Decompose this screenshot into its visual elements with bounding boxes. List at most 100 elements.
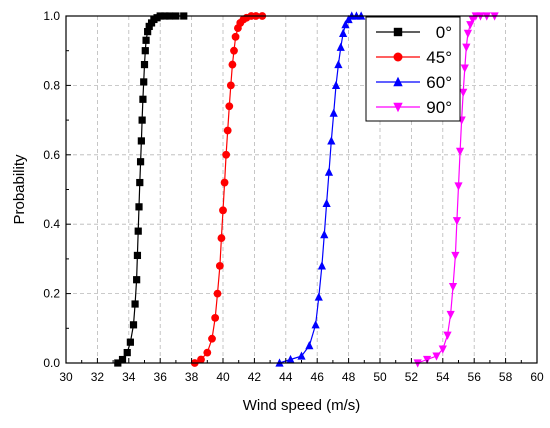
legend-marker [393,52,403,62]
data-point [142,36,150,44]
x-tick-label: 32 [91,370,105,384]
x-tick-label: 30 [59,370,73,384]
data-point [454,182,463,191]
legend-marker [393,76,403,87]
data-point [208,334,216,343]
x-tick-label: 56 [468,370,482,384]
y-tick-label: 0.4 [43,217,60,231]
data-point [329,108,338,117]
data-point [228,60,237,69]
x-tick-label: 38 [185,370,199,384]
data-point [217,234,226,242]
data-point [123,348,131,357]
data-point [144,28,152,36]
grid-lines [66,16,537,363]
data-point [135,203,143,211]
series-line [117,15,184,364]
data-point [334,59,343,69]
legend: 0° 45° 60° 90° [365,16,461,122]
data-point [286,354,295,364]
series-line [194,15,263,364]
data-point [136,178,144,187]
legend-label: 0° [436,23,452,42]
data-point [452,217,462,226]
legend-item: 0° [376,23,452,42]
data-point [443,331,452,340]
series-2 [275,11,366,367]
data-point [131,300,139,308]
data-point [327,136,336,145]
data-point [140,60,149,69]
legend-item: 90° [376,98,452,117]
legend-marker [393,102,403,113]
data-point [297,351,306,360]
y-tick-label: 0.6 [43,148,60,162]
data-point [226,81,235,90]
x-tick-label: 48 [342,370,356,384]
x-tick-label: 58 [499,370,513,384]
x-tick-label: 34 [122,370,136,384]
data-point [459,88,468,97]
y-tick-label: 0.2 [43,287,60,301]
series-3 [413,12,499,368]
legend-box [365,16,461,122]
data-point [211,313,220,322]
x-tick-label: 40 [216,370,230,384]
data-point [230,46,238,55]
data-point [215,261,224,270]
series-0 [114,12,188,367]
x-tick-label: 54 [436,370,450,384]
data-point [322,198,331,207]
data-point [448,283,458,292]
y-tick-label: 1.0 [43,9,60,23]
data-point [129,321,138,329]
data-point [460,64,469,73]
data-point [341,20,350,29]
data-point [311,320,320,329]
x-tick-label: 46 [311,370,325,384]
data-point [219,206,227,215]
data-point [317,261,327,270]
data-point [223,126,232,135]
legend-label: 45° [426,48,452,67]
x-tick-label: 42 [248,370,262,384]
data-point [133,251,142,260]
series-1 [190,12,267,367]
data-point [231,32,240,41]
data-point [203,348,212,357]
legend-marker [393,27,403,37]
data-point [139,95,147,103]
x-tick-label: 36 [154,370,168,384]
data-point [455,147,465,156]
legend-item: 60° [376,73,452,92]
y-tick-label: 0.8 [43,78,60,92]
data-point [137,137,145,145]
data-point [339,28,348,37]
legend-item: 45° [376,48,452,67]
x-axis-label: Wind speed (m/s) [243,397,361,414]
data-point [134,227,142,235]
data-point [305,341,314,350]
data-point [451,251,460,261]
y-tick-label: 0.0 [43,356,60,370]
x-tick-label: 60 [530,370,544,384]
data-point [138,116,146,124]
axis-ticks: 30 32 34 36 38 40 42 44 46 48 50 52 54 56 58 60 0.0 0.2 0.… [43,9,544,384]
data-point [220,178,229,187]
data-point [213,289,222,298]
data-point [463,29,473,38]
y-axis-label: Probability [11,154,28,225]
data-point [320,230,329,239]
data-point [438,345,447,354]
data-point [314,292,323,301]
data-point [432,352,441,361]
data-point [126,338,134,346]
data-point [336,42,345,51]
x-tick-label: 44 [279,370,293,384]
data-point [136,158,145,166]
x-tick-label: 50 [373,370,387,384]
data-point [118,355,127,364]
legend-label: 60° [426,73,452,92]
